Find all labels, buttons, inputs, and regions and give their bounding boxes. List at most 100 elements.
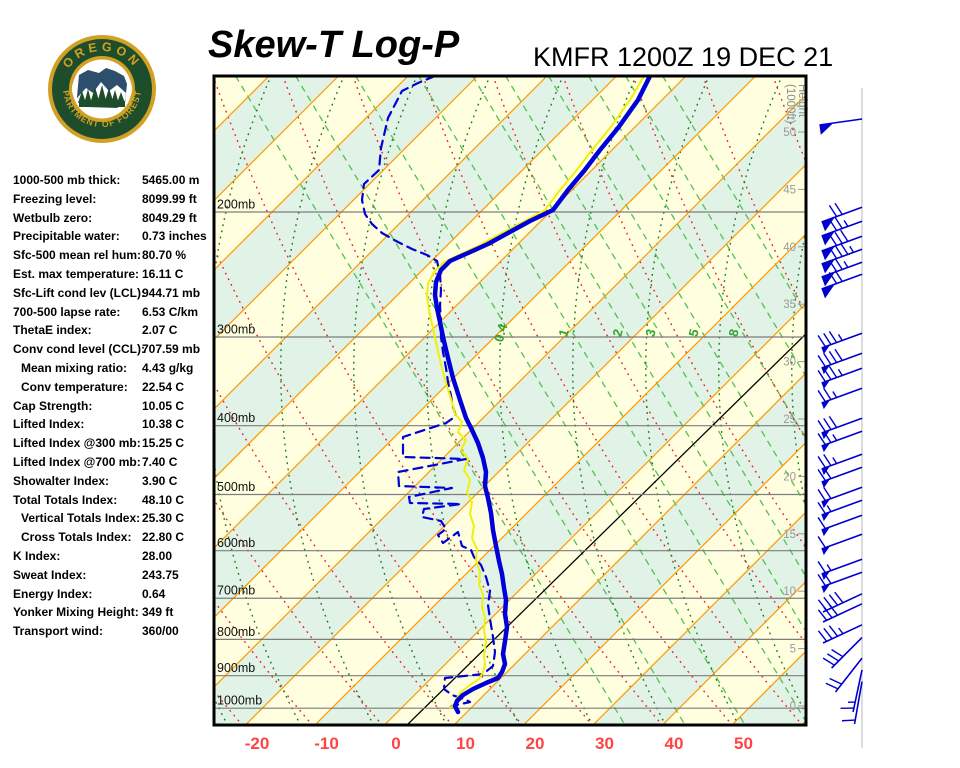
isotherm-line	[214, 76, 478, 341]
stat-row: Transport wind: 360/00	[13, 622, 213, 641]
x-tick-label: -10	[314, 734, 339, 753]
barb-feather-full	[834, 591, 844, 604]
wind-barb	[817, 571, 863, 594]
stat-value: 8049.29 ft	[142, 210, 197, 225]
barb-pennant	[821, 284, 835, 299]
isotherm-line	[522, 441, 806, 725]
barb-feather-full	[823, 487, 832, 499]
stat-row: Wetbulb zero: 8049.29 ft	[13, 209, 213, 228]
stat-value: 5465.00 m	[142, 173, 200, 187]
x-tick-label: 40	[665, 734, 684, 753]
stat-row: 1000-500 mb thick: 5465.00 m	[13, 171, 213, 190]
barb-arrowhead	[821, 344, 831, 355]
barb-arrowhead	[821, 526, 831, 537]
isotherm-line	[214, 94, 806, 688]
moist-adiabat-line	[791, 226, 806, 512]
moist-adiabat-line	[865, 76, 958, 726]
stat-label: Mean mixing ratio:	[21, 360, 128, 375]
height-tick-label: 10	[783, 586, 796, 598]
stat-value: 25.30 C	[142, 511, 185, 526]
barb-staff	[821, 514, 863, 531]
pressure-label: 600mb	[217, 536, 255, 550]
barb-feather-full	[841, 719, 856, 722]
barb-staff	[821, 417, 863, 434]
barb-feather-full	[823, 353, 832, 365]
isotherm-line	[244, 163, 806, 725]
barb-feather-full	[823, 431, 832, 443]
logo-oregon-scene	[71, 68, 133, 108]
moist-adiabat-line	[214, 76, 302, 725]
barb-feather-full	[822, 657, 835, 666]
stat-value: 22.80 C	[142, 530, 185, 545]
height-tick-label: 15	[783, 529, 796, 541]
barb-feather-full	[828, 350, 838, 363]
stat-label: Conv temperature:	[21, 379, 128, 394]
height-tick-label: 25	[783, 414, 796, 426]
barb-feather-full	[817, 609, 828, 621]
stat-label: Sfc-500 mean rel hum:	[13, 248, 142, 263]
barb-pennant	[821, 217, 835, 232]
stat-row: Conv cond level (CCL): 707.59 mb	[13, 340, 213, 359]
isotherm-line	[453, 372, 806, 725]
wind-barb	[817, 365, 863, 390]
isotherm-line	[314, 233, 806, 725]
sounding-indices-panel: 1000-500 mb thick: 5465.00 m Freezing leve…	[13, 171, 213, 641]
wind-barb	[817, 603, 863, 623]
temperature-trace	[432, 76, 653, 715]
barb-feather-full	[825, 682, 839, 690]
stat-value: 243.75	[142, 567, 179, 582]
barb-feather-full	[823, 388, 832, 400]
barb-feather-full	[828, 233, 838, 246]
wind-barb-layer	[817, 118, 863, 725]
barb-feather-half	[826, 564, 832, 571]
barb-pennant	[819, 123, 834, 135]
barb-feather-full	[828, 330, 838, 343]
stat-label: Yonker Mixing Height:	[13, 605, 139, 620]
stat-label: Lifted Index:	[13, 417, 85, 432]
stat-row: K Index: 28.00	[13, 547, 213, 566]
isotherm-band	[214, 76, 806, 687]
stat-value: 7.40 C	[142, 454, 178, 469]
wind-barb	[817, 387, 863, 410]
barb-staff	[822, 603, 863, 623]
stat-row: Energy Index: 0.64	[13, 585, 213, 604]
barb-feather-full	[817, 390, 826, 403]
barb-feather-full	[823, 606, 833, 619]
barb-staff	[831, 637, 863, 669]
barb-feather-full	[828, 415, 838, 428]
wind-barb	[819, 118, 863, 135]
barb-feather-half	[837, 334, 843, 341]
barb-arrowhead	[821, 545, 831, 556]
moist-adiabat-line	[572, 76, 667, 725]
barb-staff	[821, 558, 863, 575]
wind-barb	[825, 657, 863, 693]
barb-feather-full	[834, 231, 843, 244]
zero-isotherm-line	[406, 332, 806, 725]
barb-feather-full	[829, 677, 842, 685]
stat-label: Wetbulb zero:	[13, 210, 93, 225]
barb-arrowhead	[821, 442, 831, 453]
moist-adiabat-line	[280, 76, 375, 725]
isotherm-band	[0, 76, 199, 726]
barb-staff	[821, 430, 863, 447]
stat-value: 28.00	[142, 548, 173, 563]
barb-feather-full	[817, 420, 826, 433]
barb-pennant	[821, 231, 835, 246]
stat-value: 349 ft	[142, 605, 174, 620]
barb-feather-full	[834, 269, 843, 282]
barb-feather-full	[823, 368, 832, 380]
barb-feather-full	[828, 259, 838, 272]
stat-value: 48.10 C	[142, 492, 185, 507]
mixing-ratio-label: 8	[725, 327, 741, 338]
isotherm-line	[0, 76, 130, 726]
stat-row: Est. max temperature: 16.11 C	[13, 265, 213, 284]
isotherm-line	[214, 76, 409, 271]
mixing-ratio-label: 2	[609, 327, 625, 338]
isotherm-line	[0, 76, 199, 726]
moist-adiabat-line	[353, 76, 448, 725]
stat-value: 0.73 inches	[142, 229, 207, 244]
barb-staff	[821, 486, 863, 503]
isotherm-line	[214, 76, 756, 619]
x-tick-label: 10	[456, 734, 475, 753]
